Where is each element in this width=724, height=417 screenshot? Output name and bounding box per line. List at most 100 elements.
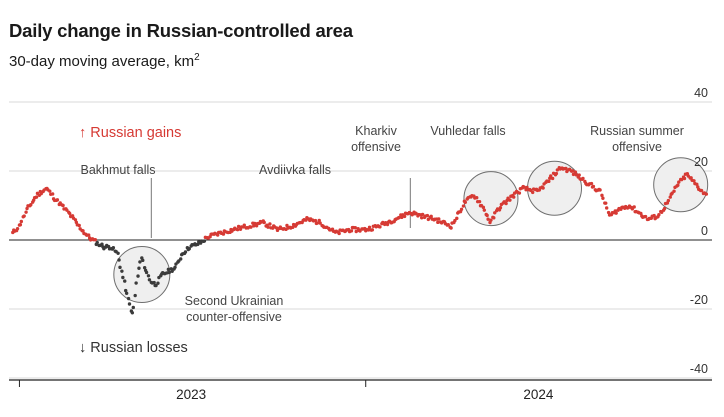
- y-tick-label: 0: [701, 224, 708, 238]
- data-point: [249, 225, 253, 229]
- data-point: [425, 213, 430, 218]
- data-point: [600, 193, 604, 198]
- data-point: [455, 216, 459, 221]
- data-point: [100, 242, 104, 246]
- data-point: [86, 233, 91, 237]
- data-point: [547, 179, 551, 184]
- data-point: [183, 250, 188, 254]
- data-point: [29, 203, 33, 207]
- data-point: [242, 223, 246, 227]
- bakhmut-circle: [113, 246, 171, 303]
- data-point: [657, 212, 661, 217]
- data-point: [522, 185, 526, 189]
- data-point: [512, 195, 516, 199]
- data-point: [61, 203, 65, 208]
- data-point: [93, 238, 98, 242]
- data-point: [481, 205, 486, 210]
- data-point: [550, 176, 555, 181]
- grid-lines: [9, 101, 712, 379]
- data-point: [446, 223, 450, 227]
- data-point: [508, 198, 512, 202]
- data-point: [120, 269, 124, 273]
- data-point: [692, 179, 696, 183]
- data-point: [704, 192, 709, 196]
- data-point: [315, 221, 320, 225]
- data-point: [672, 189, 676, 193]
- data-point: [349, 229, 354, 233]
- data-point: [73, 218, 78, 222]
- data-point: [166, 267, 171, 272]
- russian-gains-label: ↑ Russian gains: [79, 125, 181, 141]
- vuhledar-falls-label: Vuhledar falls: [430, 124, 505, 138]
- avdiivka-falls-label: Avdiivka falls: [259, 163, 331, 177]
- x-tick-label: 2023: [176, 387, 206, 402]
- data-point: [154, 283, 158, 288]
- annotation-labels: ↑ Russian gains ↓ Russian losses Bakhmut f…: [79, 124, 684, 356]
- data-point: [124, 291, 129, 295]
- data-point: [25, 206, 29, 211]
- data-point: [453, 218, 457, 223]
- data-point: [141, 258, 145, 263]
- data-point: [22, 214, 26, 218]
- data-point: [34, 195, 39, 199]
- data-point: [449, 226, 453, 230]
- data-point: [235, 227, 240, 232]
- data-point: [111, 246, 116, 250]
- data-point: [285, 223, 289, 228]
- data-point: [695, 182, 699, 186]
- data-point: [290, 225, 295, 230]
- data-point: [437, 217, 441, 221]
- data-point: [676, 183, 680, 187]
- data-point: [130, 311, 135, 315]
- data-point: [146, 274, 151, 278]
- counter-offensive-label-line-2: counter-offensive: [186, 310, 282, 324]
- data-point: [541, 186, 545, 190]
- data-point: [318, 221, 322, 225]
- data-point: [699, 188, 704, 193]
- data-point: [525, 185, 529, 190]
- data-point: [48, 189, 52, 193]
- data-point: [173, 265, 177, 269]
- data-point: [485, 213, 489, 218]
- data-point: [156, 281, 160, 285]
- data-point: [682, 176, 687, 181]
- data-point: [147, 278, 152, 282]
- data-point: [50, 192, 55, 196]
- data-point: [570, 169, 575, 173]
- data-point: [253, 221, 257, 226]
- data-point: [123, 279, 127, 283]
- data-point: [530, 190, 535, 195]
- data-point: [136, 274, 140, 278]
- data-point: [589, 181, 594, 186]
- kharkiv-circle: [463, 171, 519, 227]
- data-point: [167, 270, 172, 275]
- data-point: [196, 242, 200, 247]
- chart-title: Daily change in Russian-controlled area: [9, 20, 353, 41]
- chart-subtitle: 30-day moving average, km2: [9, 52, 200, 70]
- data-point: [420, 212, 425, 217]
- data-point: [95, 240, 99, 245]
- y-tick-label: -40: [690, 362, 708, 376]
- data-point: [144, 270, 149, 275]
- data-point: [598, 188, 602, 192]
- data-point: [549, 174, 553, 178]
- subtitle-unit-superscript: 2: [194, 52, 200, 63]
- data-point: [77, 223, 81, 228]
- data-point: [677, 180, 681, 184]
- data-point: [601, 196, 605, 200]
- data-point: [138, 260, 142, 264]
- summer-circle: [653, 157, 709, 213]
- data-point: [117, 258, 121, 262]
- data-point: [236, 224, 241, 229]
- data-point: [504, 201, 508, 206]
- data-point: [414, 211, 418, 216]
- data-point: [498, 206, 503, 210]
- counter-offensive-label-line-1: Second Ukrainian: [185, 294, 284, 308]
- data-point: [55, 198, 60, 202]
- data-point: [367, 225, 372, 230]
- data-point: [652, 213, 656, 218]
- data-point: [221, 232, 226, 236]
- annotation-leader-lines: [150, 178, 411, 238]
- y-tick-label: -20: [690, 293, 708, 307]
